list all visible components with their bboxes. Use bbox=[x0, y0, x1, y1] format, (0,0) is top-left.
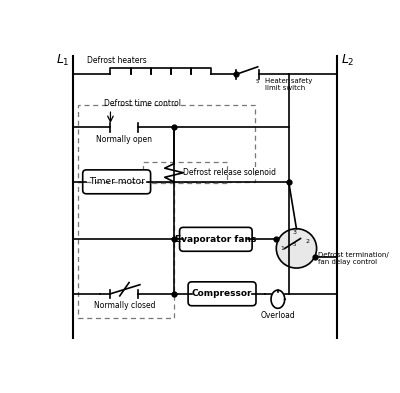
Bar bbox=[143, 162, 227, 183]
Text: Defrost release solenoid: Defrost release solenoid bbox=[183, 168, 276, 177]
FancyBboxPatch shape bbox=[180, 228, 252, 251]
Text: Defrost heaters: Defrost heaters bbox=[87, 56, 146, 65]
Text: Evaporator fans: Evaporator fans bbox=[175, 235, 256, 244]
Text: Normally open: Normally open bbox=[96, 135, 152, 144]
Text: 2: 2 bbox=[306, 239, 310, 244]
Text: Compressor: Compressor bbox=[192, 289, 252, 298]
FancyBboxPatch shape bbox=[83, 170, 150, 194]
Text: Heater safety
limit switch: Heater safety limit switch bbox=[266, 78, 313, 91]
Text: Normally closed: Normally closed bbox=[94, 301, 155, 310]
Text: Timer motor: Timer motor bbox=[89, 177, 144, 186]
Circle shape bbox=[276, 229, 317, 268]
Text: 5: 5 bbox=[292, 242, 296, 247]
Text: Defrost time control: Defrost time control bbox=[104, 99, 182, 108]
Text: $L_2$: $L_2$ bbox=[341, 53, 354, 68]
Text: $L_1$: $L_1$ bbox=[56, 53, 69, 68]
Text: Overload: Overload bbox=[260, 311, 295, 320]
Text: 3: 3 bbox=[293, 230, 297, 235]
Bar bbox=[78, 105, 255, 182]
Text: 5: 5 bbox=[256, 79, 260, 84]
FancyBboxPatch shape bbox=[188, 282, 256, 306]
Text: Defrost termination/
fan delay control: Defrost termination/ fan delay control bbox=[318, 252, 389, 265]
Text: 1: 1 bbox=[280, 246, 284, 251]
Bar bbox=[78, 182, 174, 318]
